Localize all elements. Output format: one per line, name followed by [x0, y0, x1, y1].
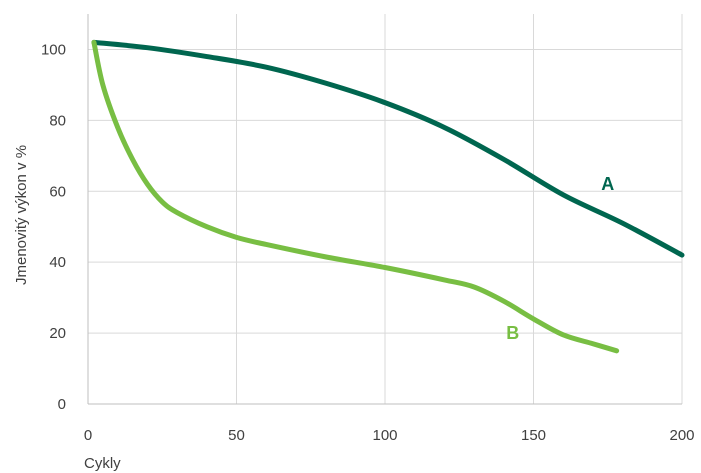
series-line-A [91, 39, 685, 258]
x-axis-title: Cykly [84, 455, 121, 472]
grid [88, 14, 683, 404]
x-tick-label-150: 150 [521, 427, 546, 444]
series-lines [91, 39, 685, 354]
x-tick-label-100: 100 [372, 427, 397, 444]
y-tick-label-20: 20 [49, 325, 66, 342]
y-tick-label-0: 0 [58, 396, 66, 413]
y-tick-label-40: 40 [49, 254, 66, 271]
x-tick-label-0: 0 [84, 427, 92, 444]
x-tick-label-50: 50 [228, 427, 245, 444]
y-tick-label-80: 80 [49, 112, 66, 129]
y-tick-label-60: 60 [49, 183, 66, 200]
x-tick-labels: 0 50 100 150 200 [84, 427, 695, 444]
series-label-B: B [506, 323, 519, 343]
y-axis-title: Jmenovitý výkon v % [13, 145, 30, 285]
y-tick-labels: 0 20 40 60 80 100 [41, 41, 66, 413]
y-tick-label-100: 100 [41, 41, 66, 58]
series-labels: AB [506, 174, 614, 343]
series-label-A: A [601, 174, 614, 194]
x-tick-label-200: 200 [669, 427, 694, 444]
series-line-B [91, 39, 620, 354]
